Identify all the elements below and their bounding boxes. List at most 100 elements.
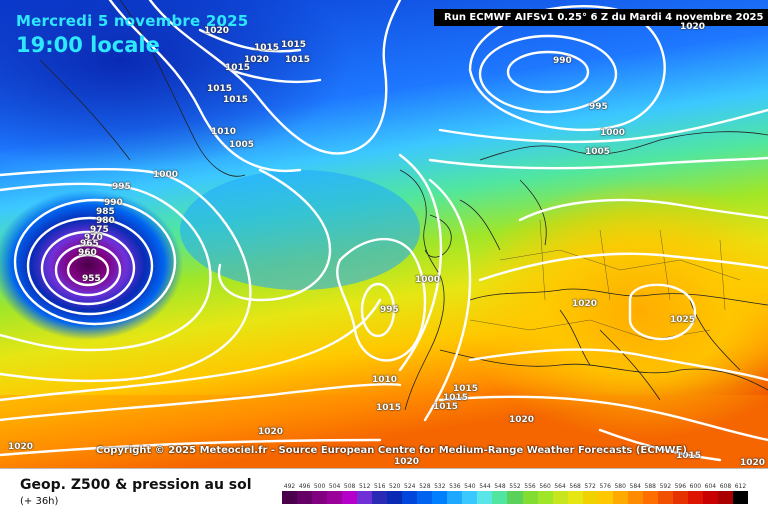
isobar-label: 1020 (394, 457, 420, 467)
scale-value: 500 (313, 483, 326, 490)
isobar-label: 1020 (8, 442, 34, 452)
color-scale: 492 496 500 504 508 512 516 520 524 528 532 536 540 5… (282, 482, 748, 504)
scale-swatch (612, 491, 628, 504)
isobar-label: 1025 (670, 315, 696, 325)
isobar-label: 995 (380, 305, 399, 315)
isobar-label: 995 (589, 102, 608, 112)
isobar-label: 975 (90, 225, 109, 235)
scale-swatch (702, 491, 718, 504)
scale-value: 584 (629, 483, 641, 490)
isobar-label: 1020 (572, 299, 598, 309)
scale-value: 600 (689, 483, 702, 490)
scale-swatch (627, 491, 643, 504)
scale-value: 508 (343, 483, 356, 490)
parameter-title: Geop. Z500 & pression au sol (20, 477, 252, 493)
isobar-label: 1015 (281, 40, 307, 50)
polar-vortex-field (0, 0, 350, 170)
scale-value: 564 (554, 483, 566, 490)
scale-value: 492 (283, 483, 296, 490)
scale-value: 528 (419, 483, 431, 490)
scale-swatch (597, 491, 613, 504)
isobar-label: 1015 (254, 43, 280, 53)
isobar-label: 1015 (676, 451, 702, 461)
footer-bar: Geop. Z500 & pression au sol (+ 36h) 492… (0, 468, 768, 512)
scale-swatch (732, 491, 748, 504)
isobar-label: 1020 (680, 22, 706, 32)
isobar-label: 1015 (376, 403, 402, 413)
scale-swatch (567, 491, 583, 504)
scale-value: 596 (674, 483, 687, 490)
scale-value: 536 (449, 483, 461, 490)
scale-swatch (432, 491, 448, 504)
scale-value: 532 (434, 483, 446, 490)
isobar-label: 990 (553, 56, 572, 66)
scale-value: 552 (509, 483, 521, 490)
isobar-label: 1000 (415, 275, 441, 285)
isobar-label: 965 (80, 239, 99, 249)
scale-swatch (312, 491, 328, 504)
isobar-label: 1015 (433, 402, 459, 412)
isobar-label: 1015 (207, 84, 233, 94)
scale-value: 604 (704, 483, 717, 490)
isobar-label: 1005 (229, 140, 255, 150)
europe-ridge-field (460, 180, 768, 440)
isobar-label: 1015 (285, 55, 311, 65)
isobar-label: 1010 (372, 375, 398, 385)
isobar-label: 955 (82, 274, 101, 284)
scale-swatch (357, 491, 373, 504)
scale-swatch (387, 491, 403, 504)
scale-swatch (477, 491, 493, 504)
scale-swatch (447, 491, 463, 504)
atlantic-trough-field (180, 170, 420, 290)
forecast-map: Mercredi 5 novembre 2025 19:00 locale Ru… (0, 0, 768, 468)
scale-value: 560 (539, 483, 551, 490)
scale-swatch (717, 491, 733, 504)
date-label: Mercredi 5 novembre 2025 (16, 12, 249, 30)
scale-swatch (327, 491, 343, 504)
isobar-label: 1000 (600, 128, 626, 138)
color-scale-swatches (282, 491, 748, 504)
isobar-label: 1015 (225, 63, 251, 73)
lead-time-label: (+ 36h) (20, 496, 59, 507)
scale-swatch (657, 491, 673, 504)
scale-swatch (297, 491, 313, 504)
scale-value: 576 (599, 483, 611, 490)
scale-value: 496 (298, 483, 311, 490)
scale-swatch (342, 491, 358, 504)
isobar-label: 970 (84, 233, 103, 243)
scale-value: 540 (464, 483, 476, 490)
scale-value: 608 (719, 483, 732, 490)
scale-swatch (522, 491, 538, 504)
scale-value: 588 (644, 483, 656, 490)
scale-value: 520 (389, 483, 401, 490)
scale-value: 580 (614, 483, 626, 490)
borders (469, 219, 741, 341)
scale-value: 516 (373, 483, 386, 490)
isobar-label: 1020 (509, 415, 535, 425)
scale-value: 524 (404, 483, 416, 490)
scale-swatch (537, 491, 553, 504)
isobar-label: 1020 (244, 55, 270, 65)
isobar-label: 1020 (204, 26, 230, 36)
isobar-label: 985 (96, 207, 115, 217)
isobar-label: 1015 (453, 384, 479, 394)
scale-swatch (417, 491, 433, 504)
run-info-box: Run ECMWF AIFSv1 0.25° 6 Z du Mardi 4 no… (434, 9, 768, 26)
isobar-label: 1010 (211, 127, 237, 137)
scale-value: 556 (524, 483, 536, 490)
isobar-label: 960 (78, 248, 97, 258)
isobar-label: 1000 (153, 170, 179, 180)
scale-value: 504 (328, 483, 341, 490)
color-scale-labels: 492 496 500 504 508 512 516 520 524 528 532 536 540 5… (282, 482, 748, 491)
scale-value: 568 (569, 483, 581, 490)
local-time-label: 19:00 locale (16, 33, 160, 57)
scale-swatch (372, 491, 388, 504)
isobar-label: 980 (96, 216, 115, 226)
scale-swatch (402, 491, 418, 504)
copyright-notice: Copyright © 2025 Meteociel.fr - Source E… (96, 445, 687, 456)
isobars (0, 395, 768, 462)
scale-swatch (282, 491, 298, 504)
isobar-label: 990 (104, 198, 123, 208)
isobar-label: 1015 (223, 95, 249, 105)
